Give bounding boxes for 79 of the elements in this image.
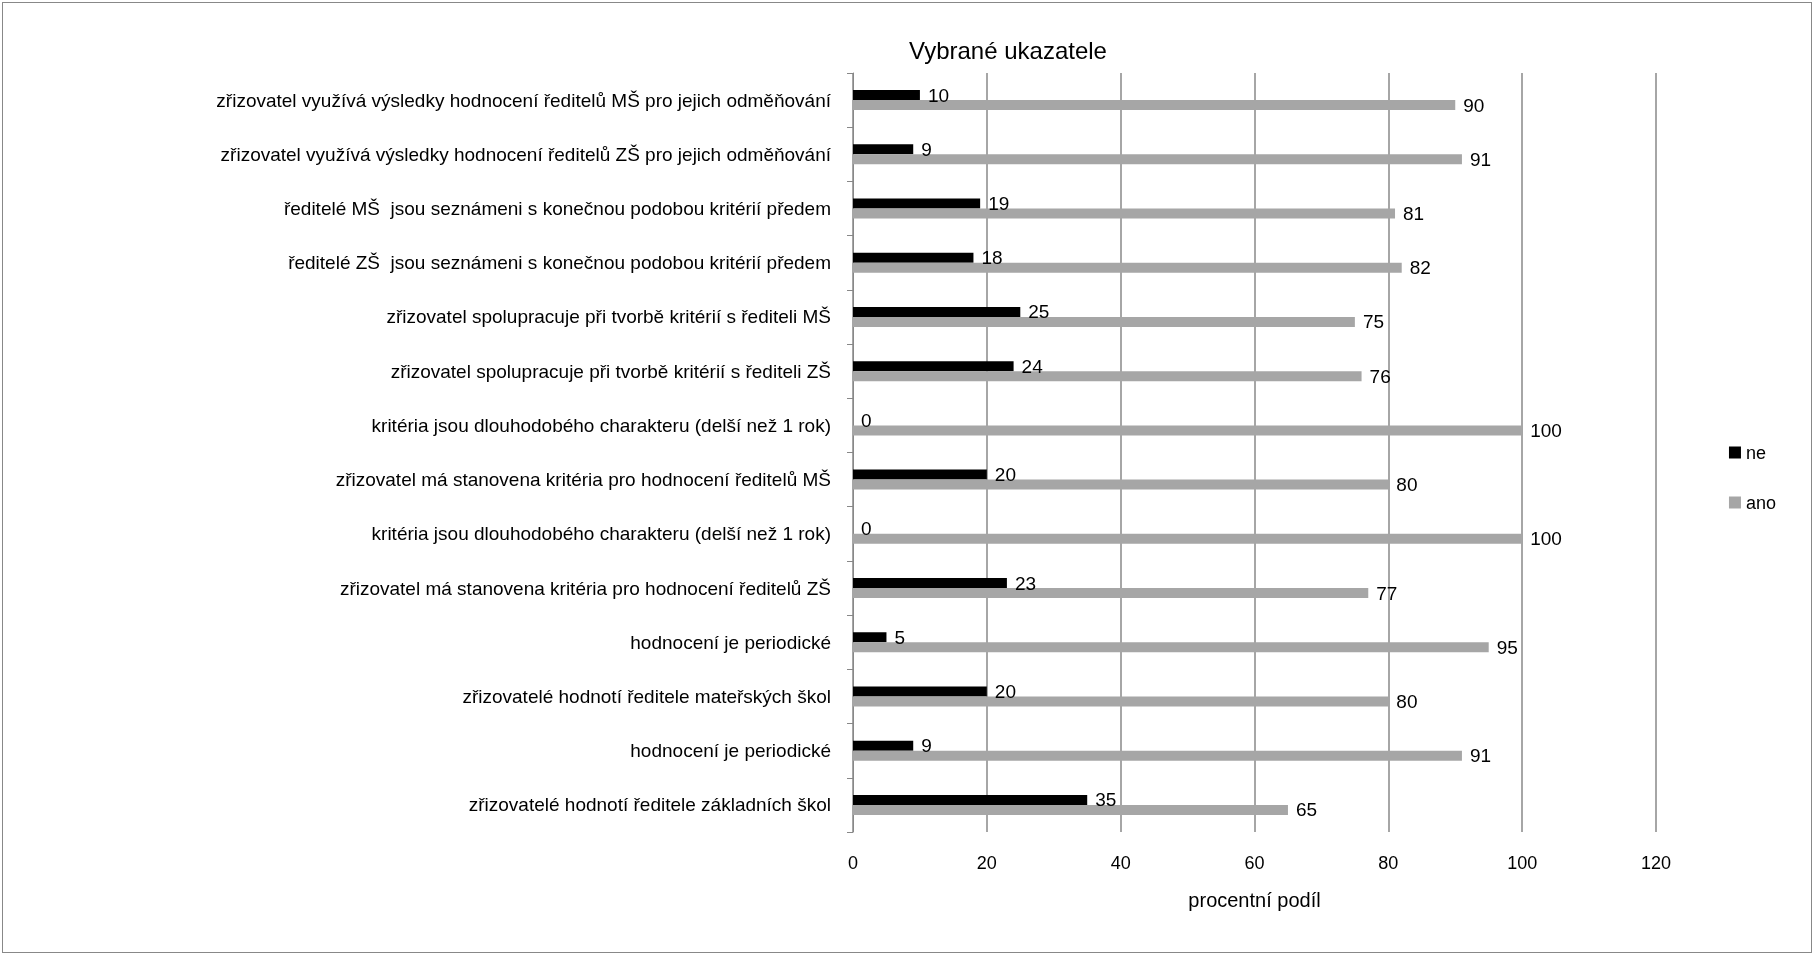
bar (853, 371, 1362, 382)
data-label: 9 (921, 735, 932, 757)
x-tick-label: 80 (1378, 853, 1399, 873)
y-tick-label: hodnocení je periodické (630, 740, 831, 762)
chart-title: Vybrané ukazatele (909, 36, 1107, 64)
data-label: 91 (1469, 745, 1492, 767)
data-label: 95 (1496, 636, 1518, 658)
bar (853, 306, 1021, 317)
data-label: 24 (1021, 355, 1044, 377)
bar (853, 316, 1355, 327)
x-tick-label: 60 (1244, 853, 1265, 873)
x-tick-label: 100 (1507, 853, 1538, 873)
data-label: 25 (1028, 301, 1050, 323)
bar (853, 632, 887, 643)
data-label: 90 (1463, 94, 1485, 116)
x-tick-label: 40 (1110, 853, 1131, 873)
data-label: 0 (861, 518, 872, 540)
bar (853, 425, 1523, 436)
bar (853, 533, 1523, 544)
data-label: 75 (1362, 311, 1385, 333)
y-tick-label: zřizovatel využívá výsledky hodnocení ředitelů MŠ pro jejich odměňování (216, 89, 832, 111)
data-label: 82 (1409, 257, 1431, 279)
y-tick-label: zřizovatelé hodnotí ředitele mateřských škol (462, 685, 831, 707)
bar (853, 750, 1462, 761)
x-tick-label: 120 (1640, 853, 1672, 873)
data-label: 80 (1396, 474, 1418, 496)
y-tick-label: kritéria jsou dlouhodobého charakteru (delší než 1 rok) (371, 523, 831, 545)
bar (853, 252, 974, 263)
bar (853, 696, 1389, 707)
legend-label: ano (1745, 492, 1777, 513)
bar (853, 588, 1369, 599)
bar (853, 90, 920, 101)
data-label: 76 (1369, 365, 1391, 387)
bar (853, 794, 1088, 805)
data-label: 19 (988, 193, 1010, 215)
data-label: 100 (1530, 419, 1562, 441)
y-tick-label: ředitelé MŠ jsou seznámeni s konečnou podobou kritérií předem (283, 198, 831, 220)
y-tick-label: zřizovatel spolupracuje při tvorbě kritérií s řediteli MŠ (386, 306, 831, 328)
y-tick-label: zřizovatel má stanovena kritéria pro hodnocení ředitelů ZŠ (339, 577, 831, 599)
legend-label: ne (1745, 442, 1766, 463)
data-label: 65 (1295, 799, 1318, 821)
bar (853, 578, 1007, 589)
data-label: 91 (1469, 148, 1492, 170)
data-label: 80 (1396, 690, 1418, 712)
data-label: 18 (981, 247, 1003, 269)
bar (853, 154, 1462, 165)
bar (853, 479, 1389, 490)
x-tick-label: 20 (976, 853, 997, 873)
y-tick-label: zřizovatel spolupracuje při tvorbě kritérií s řediteli ZŠ (390, 360, 831, 382)
y-tick-label: ředitelé ZŠ jsou seznámeni s konečnou podobou kritérií předem (288, 252, 831, 274)
data-label: 20 (994, 680, 1016, 702)
bar (853, 100, 1456, 111)
bar (853, 686, 987, 697)
data-label: 10 (927, 84, 950, 106)
y-tick-label: zřizovatel má stanovena kritéria pro hodnocení ředitelů MŠ (335, 469, 831, 491)
data-label: 5 (894, 626, 906, 648)
bar (853, 740, 914, 751)
y-tick-label: zřizovatel využívá výsledky hodnocení ředitelů ZŠ pro jejich odměňování (220, 143, 832, 165)
y-tick-label: zřizovatelé hodnotí ředitele základních škol (468, 794, 831, 816)
data-label: 77 (1376, 582, 1398, 604)
x-tick-label: 0 (847, 853, 859, 873)
bar (853, 198, 981, 209)
data-label: 9 (921, 138, 932, 160)
bar (853, 642, 1489, 653)
data-label: 100 (1530, 528, 1562, 550)
data-label: 20 (994, 464, 1016, 486)
data-label: 0 (861, 409, 872, 431)
bar (853, 208, 1396, 219)
bar (853, 804, 1288, 815)
bar (853, 469, 987, 480)
y-tick-label: kritéria jsou dlouhodobého charakteru (delší než 1 rok) (371, 414, 831, 436)
bar (853, 262, 1402, 273)
x-axis-title: procentní podíl (1188, 889, 1321, 911)
bar (853, 361, 1014, 372)
data-label: 81 (1403, 203, 1425, 225)
y-tick-label: hodnocení je periodické (630, 631, 831, 653)
bar (853, 144, 914, 155)
data-label: 23 (1014, 572, 1037, 594)
data-label: 35 (1095, 789, 1117, 811)
